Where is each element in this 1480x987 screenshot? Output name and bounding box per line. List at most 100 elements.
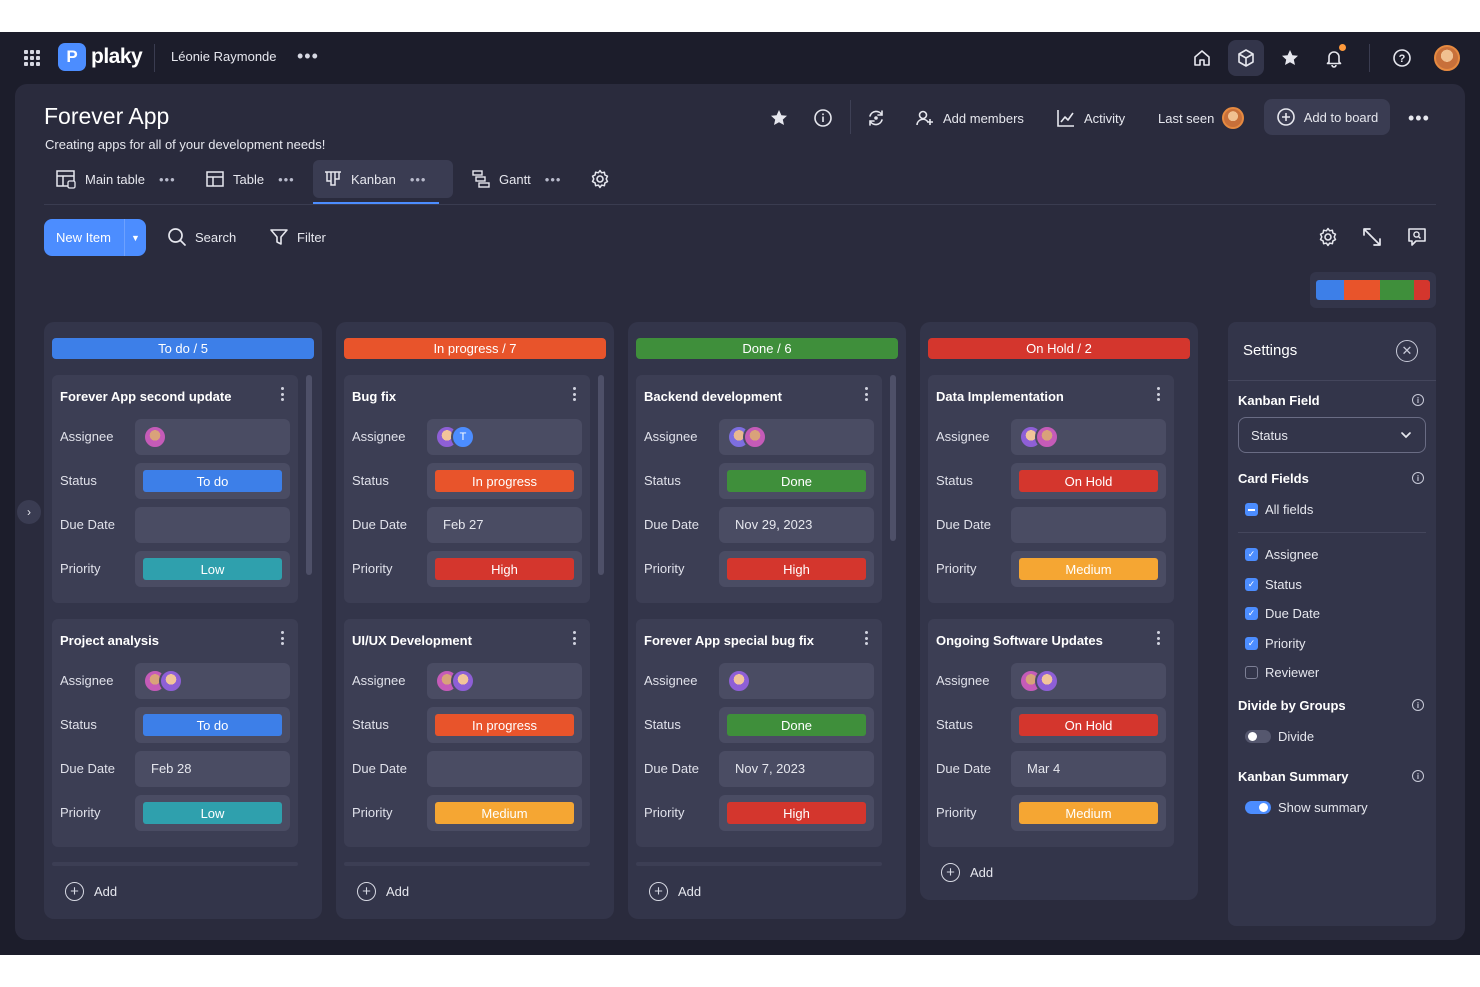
card-menu-icon[interactable]: [572, 387, 576, 401]
group-color-summary[interactable]: [1310, 272, 1436, 308]
sync-icon[interactable]: [866, 106, 886, 130]
card-menu-icon[interactable]: [1156, 631, 1160, 645]
tab-table[interactable]: Table •••: [195, 160, 305, 198]
field-assignee[interactable]: [1011, 663, 1166, 699]
card-field-checkbox[interactable]: Reviewer: [1245, 665, 1319, 680]
field-assignee[interactable]: [427, 663, 582, 699]
field-due-date[interactable]: Feb 27: [427, 507, 582, 543]
card-field-checkbox[interactable]: ✓ Due Date: [1245, 606, 1320, 621]
more-icon[interactable]: •••: [158, 171, 176, 187]
field-priority[interactable]: High: [719, 551, 874, 587]
field-assignee[interactable]: [719, 663, 874, 699]
card-title[interactable]: Project analysis: [60, 633, 159, 648]
board-more-icon[interactable]: •••: [1408, 107, 1430, 128]
kanban-card[interactable]: Forever App special bug fix Assignee Statu…: [636, 619, 882, 847]
user-avatar[interactable]: [1434, 45, 1460, 71]
info-icon[interactable]: [813, 106, 833, 130]
scrollbar[interactable]: [890, 375, 896, 541]
add-item-button[interactable]: + Add: [649, 882, 701, 901]
scrollbar[interactable]: [598, 375, 604, 575]
app-logo[interactable]: P plaky: [58, 43, 143, 71]
field-status[interactable]: Done: [719, 463, 874, 499]
field-status[interactable]: On Hold: [1011, 463, 1166, 499]
field-due-date[interactable]: Nov 7, 2023: [719, 751, 874, 787]
kanban-card[interactable]: Ongoing Software Updates Assignee Status On…: [928, 619, 1174, 847]
card-title[interactable]: Bug fix: [352, 389, 397, 404]
card-title[interactable]: Forever App second update: [60, 389, 232, 404]
kanban-card[interactable]: Data Implementation Assignee Status On Hold…: [928, 375, 1174, 603]
add-to-board-button[interactable]: Add to board: [1264, 99, 1390, 135]
field-assignee[interactable]: [719, 419, 874, 455]
field-status[interactable]: On Hold: [1011, 707, 1166, 743]
card-field-checkbox[interactable]: ✓ Priority: [1245, 636, 1305, 651]
view-settings-gear-icon[interactable]: [579, 160, 621, 198]
card-title[interactable]: Backend development: [644, 389, 782, 404]
card-title[interactable]: UI/UX Development: [352, 633, 472, 648]
add-item-button[interactable]: + Add: [357, 882, 409, 901]
field-due-date[interactable]: [135, 507, 290, 543]
tab-main-table[interactable]: Main table •••: [45, 160, 186, 198]
kanban-field-select[interactable]: Status: [1238, 417, 1426, 453]
field-priority[interactable]: High: [719, 795, 874, 831]
field-due-date[interactable]: Feb 28: [135, 751, 290, 787]
workspace-name[interactable]: Léonie Raymonde: [171, 49, 277, 64]
help-icon[interactable]: ?: [1388, 44, 1416, 72]
apps-grid-icon[interactable]: [24, 50, 40, 66]
last-seen-button[interactable]: Last seen: [1158, 106, 1245, 130]
card-title[interactable]: Forever App special bug fix: [644, 633, 815, 648]
info-icon[interactable]: i: [1412, 770, 1424, 782]
kanban-card[interactable]: Project analysis Assignee Status To do Due D…: [52, 619, 298, 847]
kanban-settings-gear-icon[interactable]: [1316, 225, 1340, 249]
collapse-arrows-icon[interactable]: [1360, 225, 1384, 249]
kanban-card[interactable]: Backend development Assignee Status Done Due…: [636, 375, 882, 603]
info-icon[interactable]: i: [1412, 472, 1424, 484]
comment-search-icon[interactable]: [1405, 225, 1429, 249]
card-menu-icon[interactable]: [1156, 387, 1160, 401]
info-icon[interactable]: i: [1412, 699, 1424, 711]
column-header[interactable]: To do / 5: [52, 338, 314, 359]
more-icon[interactable]: •••: [409, 171, 427, 187]
star-icon[interactable]: [1276, 44, 1304, 72]
field-status[interactable]: In progress: [427, 707, 582, 743]
caret-down-icon[interactable]: ▼: [124, 219, 146, 256]
filter-button[interactable]: Filter: [269, 227, 326, 247]
all-fields-checkbox[interactable]: All fields: [1245, 502, 1313, 517]
field-assignee[interactable]: [135, 419, 290, 455]
add-item-button[interactable]: + Add: [941, 863, 993, 882]
card-title[interactable]: Ongoing Software Updates: [936, 633, 1103, 648]
kanban-card[interactable]: UI/UX Development Assignee Status In progre…: [344, 619, 590, 847]
field-priority[interactable]: Low: [135, 795, 290, 831]
field-assignee[interactable]: [135, 663, 290, 699]
kanban-card[interactable]: Bug fix Assignee T Status In progress Due Dat…: [344, 375, 590, 603]
field-priority[interactable]: Medium: [1011, 551, 1166, 587]
field-priority[interactable]: High: [427, 551, 582, 587]
field-assignee[interactable]: [1011, 419, 1166, 455]
field-due-date[interactable]: [427, 751, 582, 787]
scrollbar[interactable]: [306, 375, 312, 575]
info-icon[interactable]: i: [1412, 394, 1424, 406]
card-menu-icon[interactable]: [280, 387, 284, 401]
card-title[interactable]: Data Implementation: [936, 389, 1064, 404]
search-button[interactable]: Search: [167, 227, 236, 247]
field-status[interactable]: To do: [135, 707, 290, 743]
tab-gantt[interactable]: Gantt •••: [461, 160, 571, 198]
bell-icon[interactable]: [1320, 44, 1348, 72]
expand-sidebar-chevron-icon[interactable]: ›: [17, 500, 41, 524]
show-summary-toggle[interactable]: Show summary: [1245, 800, 1368, 815]
field-assignee[interactable]: T: [427, 419, 582, 455]
more-icon[interactable]: •••: [544, 171, 562, 187]
card-menu-icon[interactable]: [864, 631, 868, 645]
column-header[interactable]: In progress / 7: [344, 338, 606, 359]
favorite-star-icon[interactable]: [769, 106, 789, 130]
close-icon[interactable]: ✕: [1396, 340, 1418, 362]
card-field-checkbox[interactable]: ✓ Status: [1245, 577, 1302, 592]
column-header[interactable]: Done / 6: [636, 338, 898, 359]
field-priority[interactable]: Medium: [427, 795, 582, 831]
field-priority[interactable]: Medium: [1011, 795, 1166, 831]
add-members-button[interactable]: Add members: [915, 106, 1024, 130]
more-icon[interactable]: •••: [278, 171, 295, 187]
field-due-date[interactable]: Nov 29, 2023: [719, 507, 874, 543]
field-status[interactable]: To do: [135, 463, 290, 499]
add-item-button[interactable]: + Add: [65, 882, 117, 901]
cube-icon[interactable]: [1228, 40, 1264, 76]
